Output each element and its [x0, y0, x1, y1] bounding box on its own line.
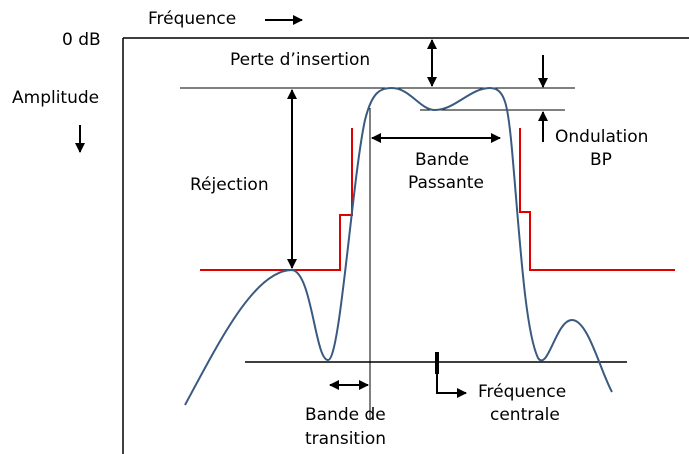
passband-label: Bande — [415, 150, 469, 170]
mask-right — [519, 128, 675, 271]
zero-label: 0 dB — [62, 30, 101, 50]
y-axis-label: Amplitude — [12, 88, 99, 108]
mask-left — [200, 128, 353, 271]
center-label: centrale — [490, 405, 560, 425]
transition-label: Bande de — [305, 405, 386, 425]
center-arrow — [436, 374, 467, 398]
center-label: Fréquence — [478, 382, 566, 402]
ripple-label: BP — [590, 150, 612, 170]
insertion-label: Perte d’insertion — [230, 50, 370, 70]
ripple-label: Ondulation — [555, 127, 648, 147]
frame — [122, 37, 689, 454]
rejection-label: Réjection — [190, 175, 269, 195]
response-curve — [184, 86, 613, 406]
passband-label: Passante — [408, 173, 484, 193]
transition-label: transition — [305, 429, 386, 449]
x-axis-label: Fréquence — [148, 9, 236, 29]
